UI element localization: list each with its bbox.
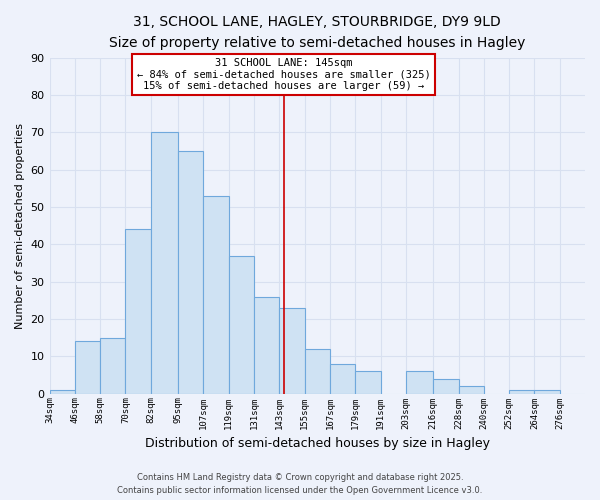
Bar: [125, 230, 151, 394]
Bar: [355, 371, 380, 394]
Bar: [535, 390, 560, 394]
Bar: [229, 256, 254, 394]
Bar: [254, 296, 280, 394]
Y-axis label: Number of semi-detached properties: Number of semi-detached properties: [15, 122, 25, 328]
Bar: [433, 378, 458, 394]
Bar: [100, 338, 125, 394]
Bar: [280, 308, 305, 394]
Bar: [305, 349, 330, 394]
Text: Contains HM Land Registry data © Crown copyright and database right 2025.
Contai: Contains HM Land Registry data © Crown c…: [118, 474, 482, 495]
Bar: [50, 390, 75, 394]
Bar: [330, 364, 355, 394]
Bar: [406, 371, 433, 394]
Bar: [178, 151, 203, 394]
Bar: [75, 342, 100, 394]
Title: 31, SCHOOL LANE, HAGLEY, STOURBRIDGE, DY9 9LD
Size of property relative to semi-: 31, SCHOOL LANE, HAGLEY, STOURBRIDGE, DY…: [109, 15, 526, 50]
Text: 31 SCHOOL LANE: 145sqm
← 84% of semi-detached houses are smaller (325)
15% of se: 31 SCHOOL LANE: 145sqm ← 84% of semi-det…: [137, 58, 430, 91]
Bar: [458, 386, 484, 394]
X-axis label: Distribution of semi-detached houses by size in Hagley: Distribution of semi-detached houses by …: [145, 437, 490, 450]
Bar: [509, 390, 535, 394]
Bar: [151, 132, 178, 394]
Bar: [203, 196, 229, 394]
